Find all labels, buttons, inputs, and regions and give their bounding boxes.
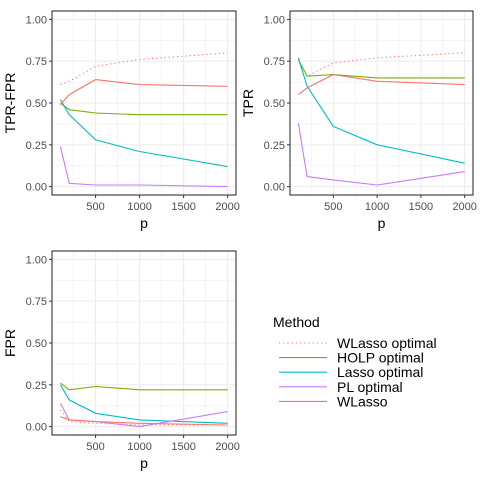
series-line-wlasso-optimal xyxy=(59,409,228,426)
legend-label: WLasso optimal xyxy=(337,335,437,351)
y-tick-label: 0.75 xyxy=(26,56,47,68)
x-tick-label: 1000 xyxy=(127,201,151,213)
x-axis-title: p xyxy=(140,455,148,471)
legend-item-holp-optimal: HOLP optimal xyxy=(279,350,424,366)
y-tick-label: 1.00 xyxy=(26,254,47,266)
y-tick-label: 0.50 xyxy=(26,98,47,110)
series-line-wlasso xyxy=(60,416,228,426)
series-line-holp-optimal xyxy=(60,382,228,391)
y-tick-label: 0.75 xyxy=(264,56,285,68)
y-axis-title: TPR-FPR xyxy=(2,73,18,134)
x-tick-label: 1500 xyxy=(171,441,195,453)
legend-item-wlasso-optimal: WLasso optimal xyxy=(279,335,437,351)
y-tick-label: 0.25 xyxy=(26,140,47,152)
panel-tpr: 0.00 0.25 0.50 0.75 1.00 500 1000 1500 2000 p TPR xyxy=(240,10,477,231)
y-tick-label: 0.25 xyxy=(26,380,47,392)
legend-item-wlasso: WLasso xyxy=(279,393,388,409)
y-tick-label: 1.00 xyxy=(26,14,47,26)
x-tick-label: 2000 xyxy=(215,201,239,213)
y-tick-label: 0.00 xyxy=(26,182,47,194)
series-line-wlasso-optimal xyxy=(60,52,228,86)
y-tick-label: 0.25 xyxy=(264,140,285,152)
series-line-pl-optimal xyxy=(59,146,228,188)
x-tick-label: 1000 xyxy=(127,441,151,453)
series-line-lasso-optimal xyxy=(59,384,228,424)
y-axis-title: FPR xyxy=(2,329,18,357)
x-tick-label: 1500 xyxy=(409,201,433,213)
series-line-lasso-optimal xyxy=(59,99,228,168)
y-tick-label: 0.50 xyxy=(26,338,47,350)
panel-tpr-fpr: 0.00 0.25 0.50 0.75 1.00 500 1000 1500 2000 p TPR-… xyxy=(2,10,240,231)
series-line-holp-optimal xyxy=(60,102,228,116)
y-tick-label: 0.00 xyxy=(26,422,47,434)
legend-label: PL optimal xyxy=(337,379,403,395)
y-tick-label: 0.00 xyxy=(264,182,285,194)
y-tick-label: 0.75 xyxy=(26,296,47,308)
y-tick-label: 1.00 xyxy=(264,14,285,26)
series-line-lasso-optimal xyxy=(297,57,465,164)
legend-label: WLasso xyxy=(337,393,388,409)
legend-title: Method xyxy=(273,314,320,330)
x-axis-title: p xyxy=(140,215,148,231)
y-axis-title: TPR xyxy=(240,89,256,117)
series-line-wlasso xyxy=(297,74,465,96)
x-tick-label: 2000 xyxy=(452,201,476,213)
panel-fpr: 0.00 0.25 0.50 0.75 1.00 500 1000 1500 2000 p FPR xyxy=(2,250,240,471)
y-tick-label: 0.50 xyxy=(264,98,285,110)
x-tick-label: 2000 xyxy=(215,441,239,453)
legend-item-lasso-optimal: Lasso optimal xyxy=(279,364,423,380)
legend-label: HOLP optimal xyxy=(337,350,424,366)
chart-panels: 0.00 0.25 0.50 0.75 1.00 500 1000 1500 2000 p TPR-… xyxy=(2,10,477,471)
x-tick-label: 500 xyxy=(324,201,342,213)
x-tick-label: 1500 xyxy=(171,201,195,213)
x-tick-label: 1000 xyxy=(365,201,389,213)
x-tick-label: 500 xyxy=(86,201,104,213)
series-line-wlasso xyxy=(59,79,228,106)
x-axis-title: p xyxy=(378,215,386,231)
legend-label: Lasso optimal xyxy=(337,364,423,380)
x-tick-label: 500 xyxy=(86,441,104,453)
series-line-pl-optimal xyxy=(297,123,465,186)
legend-item-pl-optimal: PL optimal xyxy=(279,379,403,395)
